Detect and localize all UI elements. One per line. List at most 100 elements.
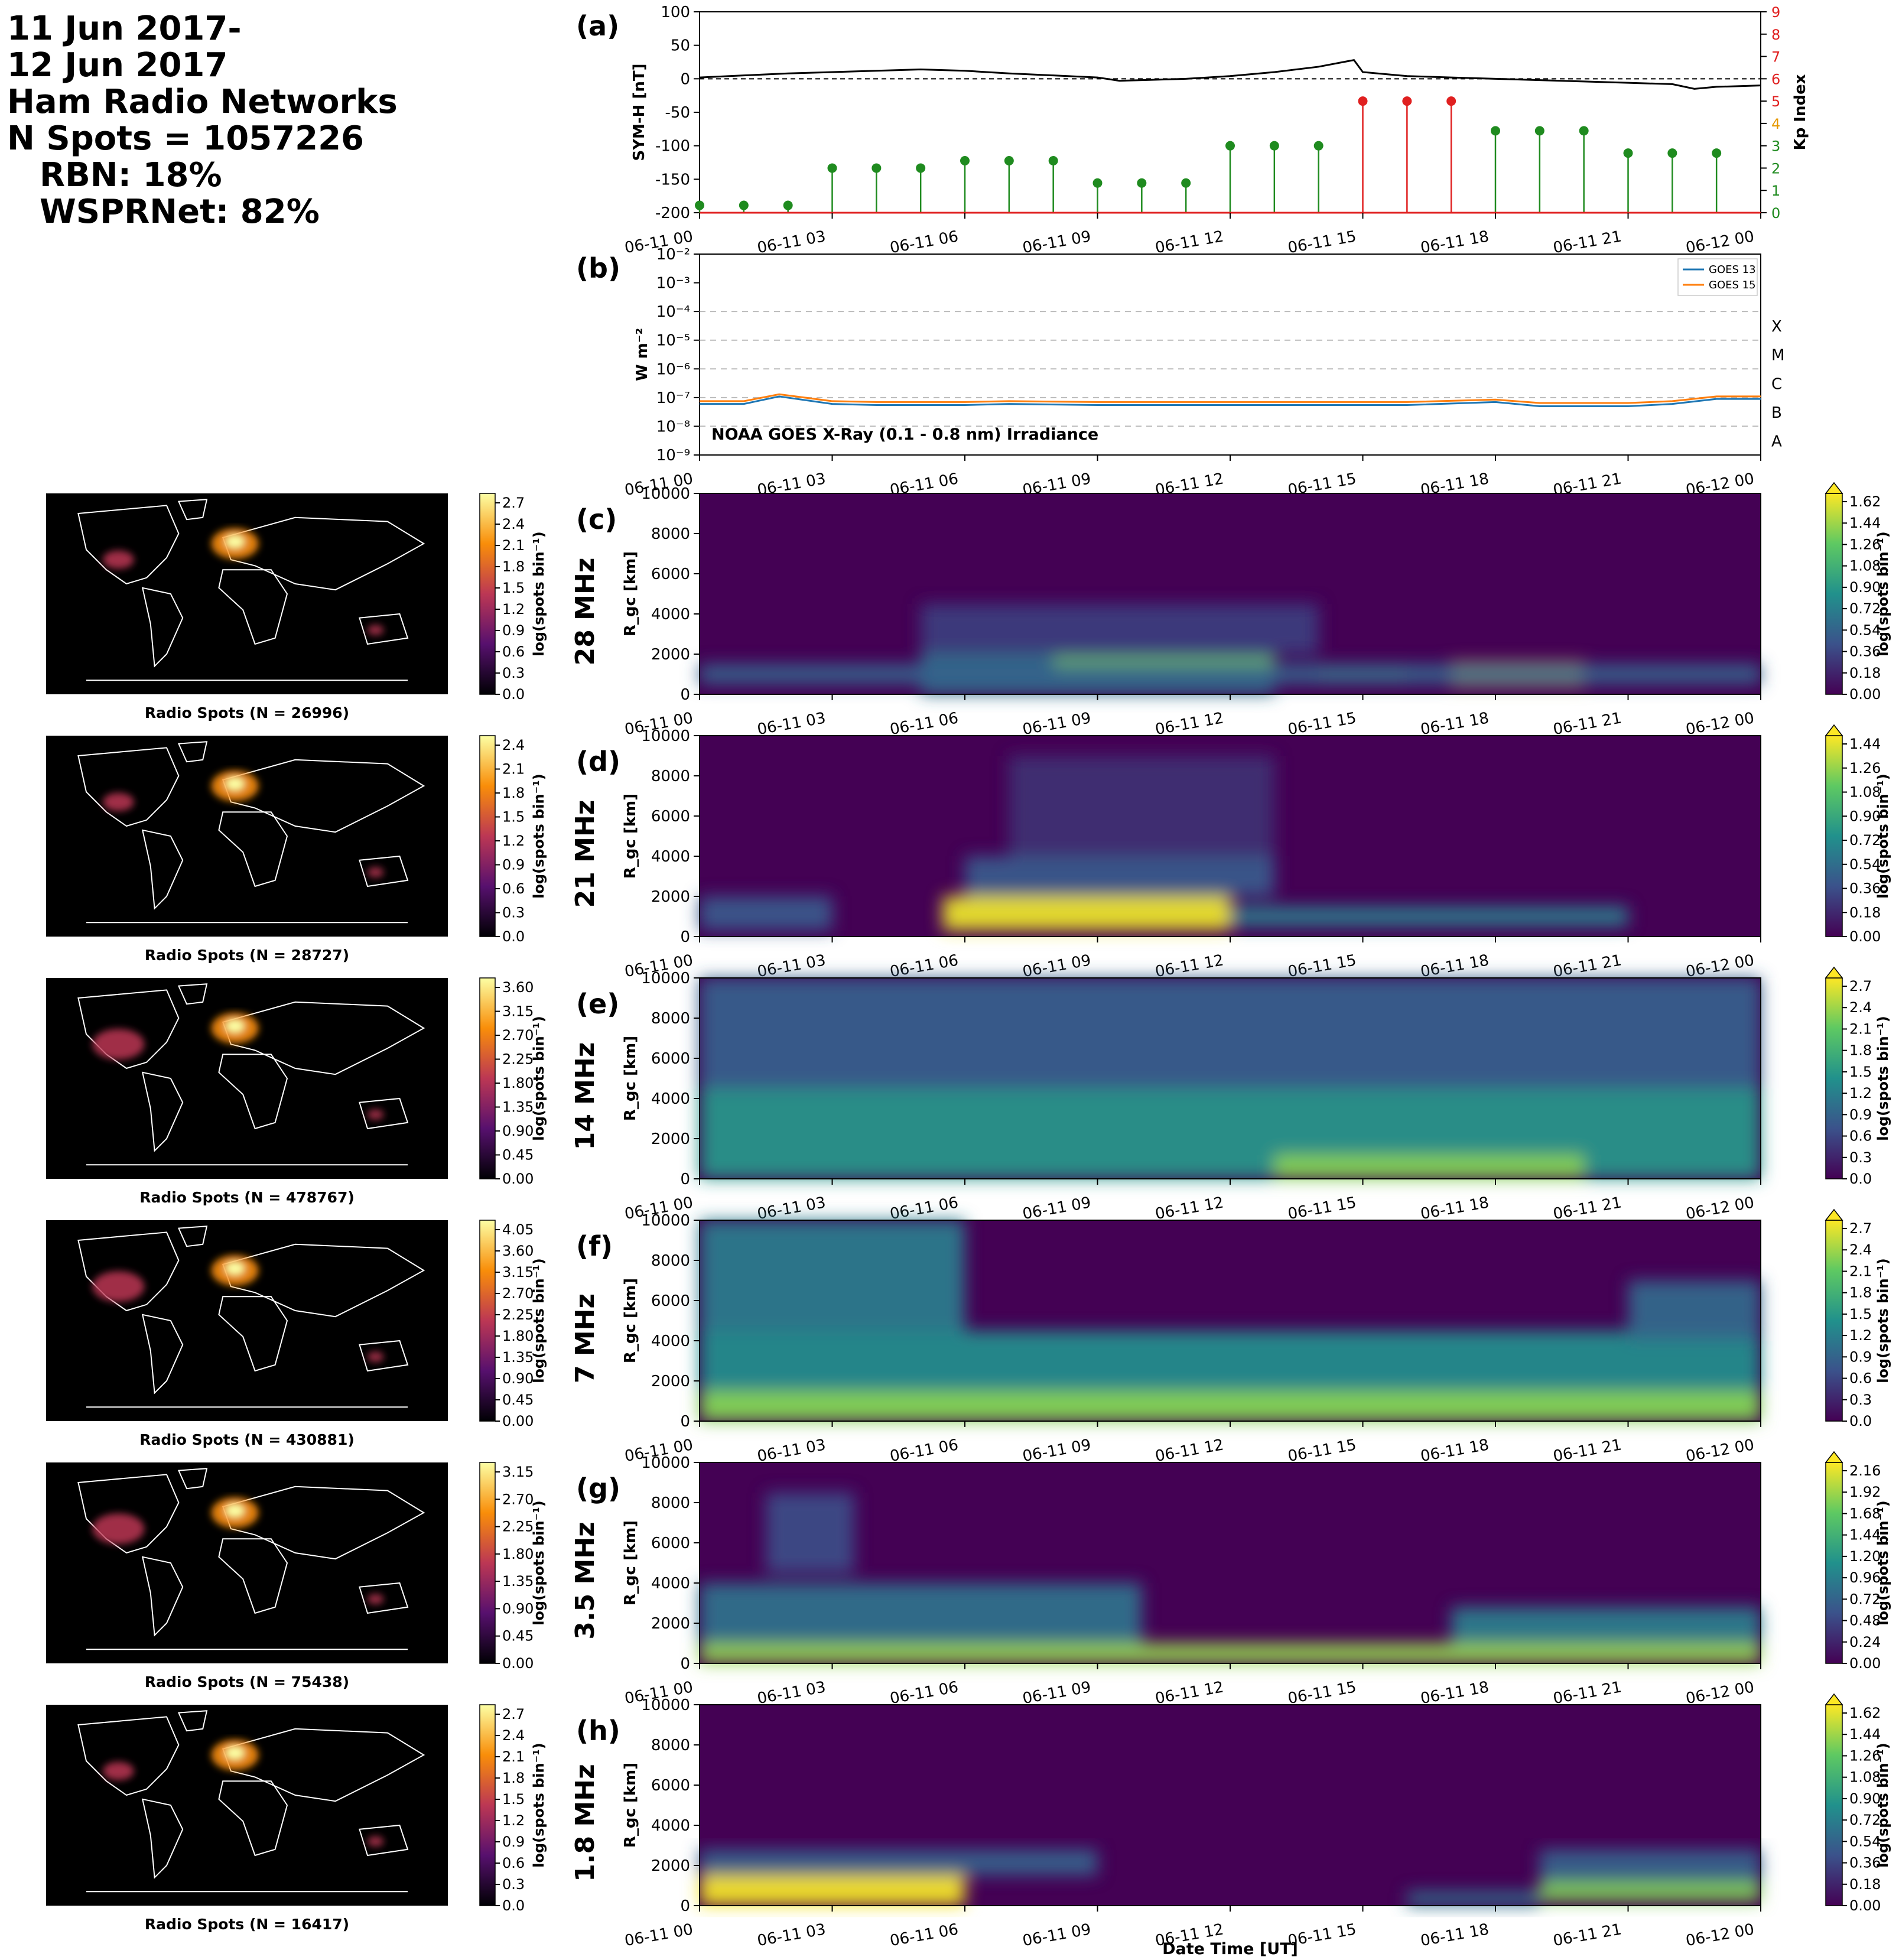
goes-series-line — [700, 395, 1761, 407]
colorbar-tick-label: 2.4 — [1849, 999, 1872, 1016]
map-background — [46, 1705, 448, 1906]
colorbar-tick-label: 0.18 — [1849, 904, 1881, 921]
colorbar-tick-label: 0.72 — [1849, 1591, 1881, 1607]
colorbar-tick-label: 0.18 — [1849, 665, 1881, 681]
heatmap-cell — [700, 1876, 965, 1906]
kp-marker — [1048, 155, 1058, 165]
map-colorbar-tick-label: 0.3 — [502, 665, 525, 681]
y-tick-label: 2000 — [651, 1373, 690, 1390]
y-tick-label: 0 — [680, 928, 690, 946]
kp-marker — [916, 163, 926, 173]
legend-entry: GOES 15 — [1709, 279, 1756, 291]
x-tick-label: 06-11 06 — [889, 1678, 960, 1708]
colorbar-tick-label: 1.5 — [1849, 1064, 1872, 1080]
map-colorbar — [479, 1462, 496, 1664]
kp-marker — [1137, 178, 1147, 188]
colorbar-tick-label: 1.44 — [1849, 1527, 1881, 1543]
y-tick-label: 10⁻⁶ — [656, 360, 690, 378]
heatmap-cell — [1274, 1155, 1584, 1179]
spot-density — [92, 1255, 384, 1363]
map-colorbar-tick-label: 0.45 — [502, 1392, 534, 1408]
map-colorbar-tick-label: 2.1 — [502, 537, 525, 554]
y-tick-label: 6000 — [651, 1777, 690, 1795]
panel-h-heatmap: (h) 1.8 MHz 0 2000 4000 6000 8000 10000 R_gc [km… — [570, 1693, 1891, 1950]
kp-tick-label: 7 — [1771, 49, 1780, 66]
x-tick-label: 06-11 15 — [1286, 1678, 1357, 1708]
spot-density — [92, 1497, 384, 1605]
colorbar — [1825, 1220, 1843, 1422]
coastline — [177, 983, 208, 1005]
x-tick-label: 06-11 21 — [1552, 227, 1622, 257]
map-h: 0.0 0.3 0.6 0.9 1.2 1.5 1.8 2.1 2.4 2.7 log(spots … — [46, 1704, 547, 1933]
coastline — [222, 1486, 425, 1560]
x-tick-label: 06-11 06 — [889, 951, 960, 981]
colorbar-label: log(spots bin⁻¹) — [1875, 773, 1891, 899]
date-line-2: 12 Jun 2017 — [7, 46, 228, 84]
band-label: 1.8 MHz — [570, 1764, 600, 1881]
coastline — [77, 1716, 180, 1796]
heatmap-field — [700, 1220, 1761, 1421]
map-colorbar-tick-label: 1.5 — [502, 1791, 525, 1808]
colorbar-tick-label: 0.3 — [1849, 1149, 1872, 1166]
y-tick-label: 4000 — [651, 1090, 690, 1108]
map-colorbar-tick-label: 3.15 — [502, 1264, 534, 1280]
x-tick-label: 06-11 15 — [1286, 227, 1357, 257]
y-axis-label: R_gc [km] — [622, 551, 639, 636]
map-colorbar-label: log(spots bin⁻¹) — [531, 531, 547, 656]
map-colorbar-tick-label: 2.25 — [502, 1051, 534, 1068]
coastline — [218, 811, 288, 888]
panel-label: (b) — [576, 252, 620, 284]
coastline — [218, 1780, 288, 1857]
colorbar-tick-label: 1.26 — [1849, 1747, 1881, 1764]
map-colorbar-tick-label: 0.6 — [502, 643, 525, 660]
heatmap-field — [700, 978, 1761, 1179]
map-colorbar-tick-label: 2.25 — [502, 1519, 534, 1535]
coastline — [141, 1556, 184, 1637]
heatmap-cell — [700, 1220, 965, 1331]
heatmap-cell — [700, 1849, 1098, 1876]
y-tick-label: 6000 — [651, 808, 690, 825]
map-colorbar — [479, 735, 496, 937]
rbn-share: RBN: 18% — [40, 156, 222, 194]
coastline — [218, 1296, 288, 1372]
colorbar-label: log(spots bin⁻¹) — [1875, 1743, 1891, 1868]
y-axis-label: W m⁻² — [633, 328, 651, 381]
map-colorbar-tick-label: 3.60 — [502, 1243, 534, 1259]
coastline — [141, 829, 184, 910]
x-tick-label: 06-12 00 — [1685, 227, 1755, 257]
coastline — [77, 747, 180, 827]
coastline — [77, 505, 180, 585]
colorbar-tick-label: 1.2 — [1849, 1085, 1872, 1101]
panel-label: (c) — [576, 503, 617, 535]
colorbar-tick-label: 0.90 — [1849, 579, 1881, 596]
kp-marker — [1313, 141, 1324, 151]
spot-density — [103, 1740, 384, 1847]
wsprnet-share: WSPRNet: 82% — [40, 193, 320, 231]
map-caption: Radio Spots (N = 430881) — [139, 1431, 355, 1448]
colorbar — [1825, 1462, 1843, 1664]
map-colorbar-tick-label: 2.70 — [502, 1285, 534, 1302]
panel-g-heatmap: (g) 3.5 MHz 0 2000 4000 6000 8000 10000 R_gc [km… — [570, 1451, 1891, 1708]
y-tick-label: 6000 — [651, 565, 690, 583]
colorbar-label: log(spots bin⁻¹) — [1875, 1258, 1891, 1383]
colorbar-tick-label: 0.54 — [1849, 1833, 1881, 1850]
australia-spots — [367, 1351, 384, 1363]
colorbar-tick-label: 2.7 — [1849, 978, 1872, 994]
panel-c-heatmap: (c) 28 MHz 0 2000 4000 6000 8000 10000 R_gc [km]… — [570, 482, 1891, 739]
heatmap-cell — [1009, 756, 1274, 856]
map-colorbar-tick-label: 0.6 — [502, 880, 525, 897]
coastline — [177, 1710, 208, 1732]
coastline — [222, 759, 425, 833]
symh-line — [699, 58, 1761, 90]
map-colorbar — [479, 493, 496, 695]
y-tick-label: 0 — [680, 1171, 690, 1188]
colorbar-tick-label: 0.6 — [1849, 1370, 1872, 1387]
kp-marker — [1712, 148, 1722, 158]
y-tick-label: 2000 — [651, 1615, 690, 1633]
x-axis-label: Date Time [UT] — [1162, 1940, 1298, 1958]
legend-entry: GOES 13 — [1709, 264, 1756, 276]
map-colorbar-tick-label: 0.00 — [502, 1413, 534, 1429]
heatmap-cell — [700, 896, 833, 931]
y-tick-label: 8000 — [651, 768, 690, 785]
map-caption: Radio Spots (N = 478767) — [139, 1189, 355, 1206]
